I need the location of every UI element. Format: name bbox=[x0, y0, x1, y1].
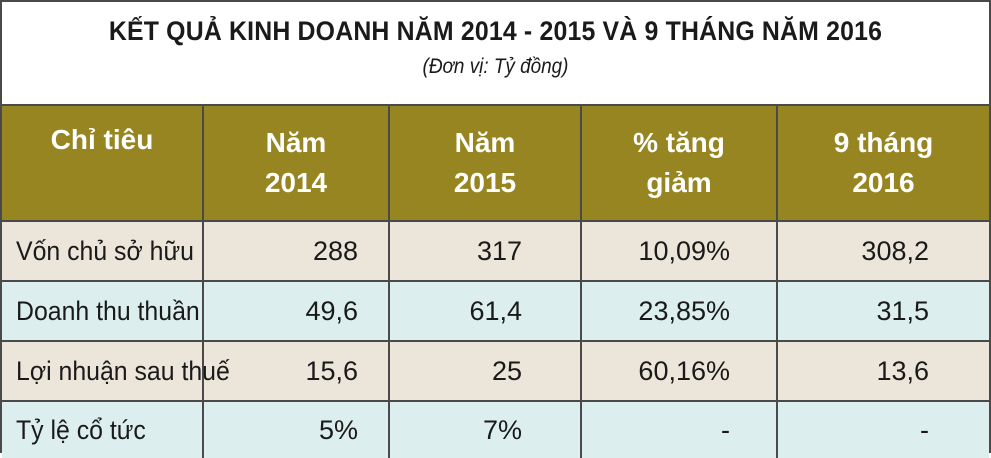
results-table: Chỉ tiêu Năm 2014 Năm 2015 % tăng giảm 9… bbox=[2, 104, 989, 458]
header-line1: % tăng bbox=[633, 127, 725, 158]
header-line1: Năm bbox=[454, 127, 516, 158]
header-percent-change: % tăng giảm bbox=[580, 104, 778, 222]
cell-2014: 5% bbox=[202, 400, 390, 458]
cell-2015: 61,4 bbox=[388, 280, 582, 342]
cell-9m-2016: - bbox=[776, 400, 989, 458]
table-row-profit-after-tax: Lợi nhuận sau thuế 15,6 25 60,16% 13,6 bbox=[2, 340, 989, 402]
cell-9m-2016: 308,2 bbox=[776, 220, 989, 282]
header-line1: Năm bbox=[265, 127, 327, 158]
header-year-2014: Năm 2014 bbox=[202, 104, 390, 222]
cell-change: 23,85% bbox=[580, 280, 778, 342]
row-label-text: Tỷ lệ cổ tức bbox=[16, 414, 146, 445]
unit-note: (Đơn vị: Tỷ đồng) bbox=[422, 55, 569, 78]
row-label-text: Lợi nhuận sau thuế bbox=[16, 355, 230, 386]
header-line2: 2015 bbox=[453, 167, 517, 198]
table-row-equity: Vốn chủ sở hữu 288 317 10,09% 308,2 bbox=[2, 220, 989, 282]
row-label: Lợi nhuận sau thuế bbox=[2, 340, 230, 402]
header-indicator: Chỉ tiêu bbox=[2, 104, 204, 222]
row-label: Vốn chủ sở hữu bbox=[2, 220, 204, 282]
cell-change: 60,16% bbox=[580, 340, 778, 402]
header-indicator-label: Chỉ tiêu bbox=[50, 124, 154, 155]
row-label-text: Doanh thu thuần bbox=[16, 295, 200, 326]
table-row-net-revenue: Doanh thu thuần 49,6 61,4 23,85% 31,5 bbox=[2, 280, 989, 342]
cell-2014: 288 bbox=[202, 220, 390, 282]
cell-9m-2016: 13,6 bbox=[776, 340, 989, 402]
table-title: KẾT QUẢ KINH DOANH NĂM 2014 - 2015 VÀ 9 … bbox=[108, 16, 883, 46]
row-label: Tỷ lệ cổ tức bbox=[2, 400, 204, 458]
header-line2: giảm bbox=[646, 167, 712, 198]
row-label-text: Vốn chủ sở hữu bbox=[16, 235, 194, 266]
cell-2015: 25 bbox=[388, 340, 582, 402]
cell-2014: 15,6 bbox=[202, 340, 390, 402]
cell-change: 10,09% bbox=[580, 220, 778, 282]
row-label: Doanh thu thuần bbox=[2, 280, 204, 342]
cell-2014: 49,6 bbox=[202, 280, 390, 342]
cell-change: - bbox=[580, 400, 778, 458]
header-row: Chỉ tiêu Năm 2014 Năm 2015 % tăng giảm 9… bbox=[2, 104, 989, 222]
title-area: KẾT QUẢ KINH DOANH NĂM 2014 - 2015 VÀ 9 … bbox=[2, 2, 989, 104]
table-row-dividend-rate: Tỷ lệ cổ tức 5% 7% - - bbox=[2, 400, 989, 458]
cell-9m-2016: 31,5 bbox=[776, 280, 989, 342]
header-9-months-2016: 9 tháng 2016 bbox=[776, 104, 989, 222]
cell-2015: 7% bbox=[388, 400, 582, 458]
header-year-2015: Năm 2015 bbox=[388, 104, 582, 222]
header-line2: 2016 bbox=[852, 167, 915, 198]
cell-2015: 317 bbox=[388, 220, 582, 282]
header-line1: 9 tháng bbox=[833, 127, 934, 158]
header-line2: 2014 bbox=[264, 167, 328, 198]
